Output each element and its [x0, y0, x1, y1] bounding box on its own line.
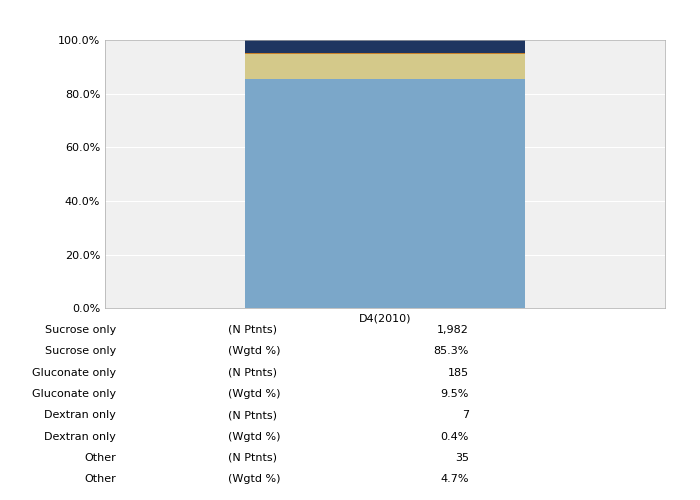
Text: (Wgtd %): (Wgtd %) — [228, 346, 281, 356]
Text: 1,982: 1,982 — [437, 325, 469, 335]
Bar — [245, 53, 525, 54]
Text: 0.4%: 0.4% — [440, 432, 469, 442]
Text: 35: 35 — [455, 453, 469, 463]
Text: 185: 185 — [448, 368, 469, 378]
Text: Dextran only: Dextran only — [44, 432, 116, 442]
Text: (N Ptnts): (N Ptnts) — [228, 368, 277, 378]
Text: Sucrose only: Sucrose only — [45, 346, 116, 356]
Text: (Wgtd %): (Wgtd %) — [228, 432, 281, 442]
Text: Sucrose only: Sucrose only — [45, 325, 116, 335]
Text: Dextran only: Dextran only — [44, 410, 116, 420]
Text: (Wgtd %): (Wgtd %) — [228, 389, 281, 399]
Text: Other: Other — [85, 474, 116, 484]
Text: 7: 7 — [462, 410, 469, 420]
Text: (N Ptnts): (N Ptnts) — [228, 410, 277, 420]
Text: Gluconate only: Gluconate only — [32, 389, 116, 399]
Bar — [245, 80, 525, 308]
Text: (N Ptnts): (N Ptnts) — [228, 325, 277, 335]
Text: Gluconate only: Gluconate only — [32, 368, 116, 378]
Bar — [245, 40, 525, 53]
Text: (Wgtd %): (Wgtd %) — [228, 474, 281, 484]
Text: (N Ptnts): (N Ptnts) — [228, 453, 277, 463]
Text: 85.3%: 85.3% — [433, 346, 469, 356]
Text: Other: Other — [85, 453, 116, 463]
Text: 4.7%: 4.7% — [440, 474, 469, 484]
Bar — [245, 54, 525, 80]
Text: 9.5%: 9.5% — [440, 389, 469, 399]
